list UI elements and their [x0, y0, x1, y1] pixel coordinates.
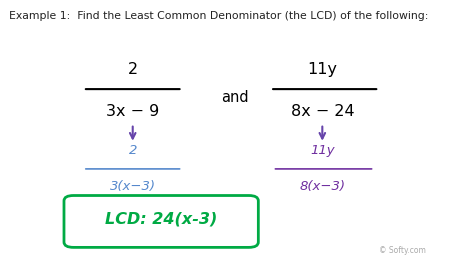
Text: LCD: 24(x-3): LCD: 24(x-3)	[105, 212, 218, 227]
Text: and: and	[221, 90, 248, 105]
FancyBboxPatch shape	[64, 196, 258, 247]
Text: Example 1:  Find the Least Common Denominator (the LCD) of the following:: Example 1: Find the Least Common Denomin…	[9, 11, 429, 21]
Text: 3x − 9: 3x − 9	[106, 104, 159, 119]
Text: 8(x−3): 8(x−3)	[299, 180, 346, 193]
Text: 3(x−3): 3(x−3)	[109, 180, 156, 193]
Text: 11y: 11y	[310, 144, 335, 157]
Text: 2: 2	[128, 144, 137, 157]
Text: 8x − 24: 8x − 24	[291, 104, 354, 119]
Text: 11y: 11y	[307, 62, 337, 77]
Text: © Softy.com: © Softy.com	[380, 246, 426, 255]
Text: 2: 2	[128, 62, 138, 77]
